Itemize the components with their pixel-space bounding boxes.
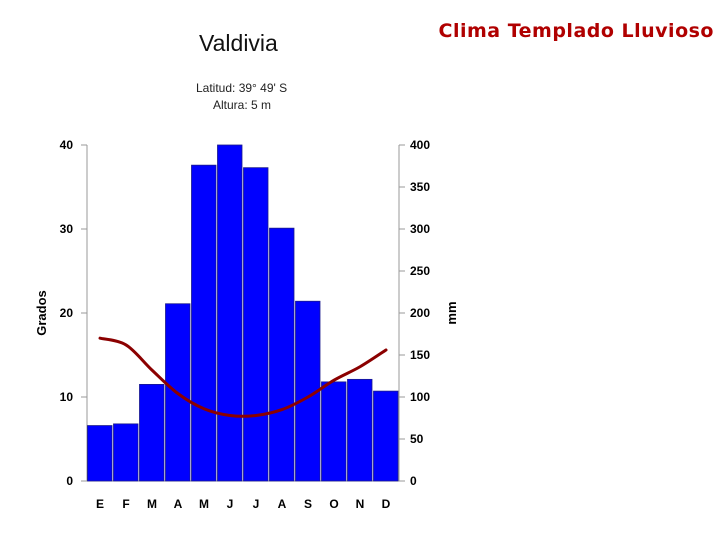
- precipitation-bar: [113, 423, 139, 482]
- right-tick-label: 400: [410, 138, 430, 152]
- month-label: D: [382, 497, 391, 511]
- latitude-text: Latitud: 39° 49' S: [196, 81, 288, 95]
- chart-banner: Clima Templado Lluvioso: [438, 20, 714, 42]
- month-label: J: [227, 497, 234, 511]
- precipitation-bar: [139, 383, 165, 482]
- chart-axes: [81, 144, 405, 482]
- precipitation-bars: [87, 144, 399, 482]
- right-axis-title: mm: [444, 301, 459, 324]
- left-tick-label: 40: [60, 138, 74, 152]
- left-tick-label: 20: [60, 306, 74, 320]
- right-tick-label: 50: [410, 432, 424, 446]
- month-label: A: [278, 497, 287, 511]
- right-tick-label: 300: [410, 222, 430, 236]
- right-tick-label: 200: [410, 306, 430, 320]
- precipitation-bar: [347, 378, 373, 482]
- right-tick-label: 250: [410, 264, 430, 278]
- month-label: O: [329, 497, 338, 511]
- precipitation-bar: [191, 164, 217, 482]
- month-label: E: [96, 497, 104, 511]
- month-label: J: [253, 497, 260, 511]
- altitude-text: Altura: 5 m: [213, 98, 272, 112]
- right-tick-label: 100: [410, 390, 430, 404]
- month-label: M: [199, 497, 209, 511]
- month-label: S: [304, 497, 312, 511]
- month-label: M: [147, 497, 157, 511]
- precipitation-bar: [295, 300, 321, 482]
- month-label: A: [174, 497, 183, 511]
- precipitation-bar: [87, 425, 113, 482]
- right-tick-label: 350: [410, 180, 430, 194]
- temperature-line: [98, 336, 388, 418]
- precipitation-bar: [269, 227, 295, 482]
- chart-title: Valdivia: [199, 30, 278, 56]
- right-tick-label: 150: [410, 348, 430, 362]
- precipitation-bar: [321, 381, 347, 482]
- left-axis-title: Grados: [34, 290, 49, 336]
- temperature-curve: [98, 336, 388, 418]
- month-label: F: [122, 497, 129, 511]
- left-tick-label: 30: [60, 222, 74, 236]
- month-label: N: [356, 497, 365, 511]
- precipitation-bar: [373, 390, 399, 482]
- left-tick-label: 0: [66, 474, 73, 488]
- precipitation-bar: [243, 167, 269, 482]
- precipitation-bar: [217, 144, 243, 482]
- left-tick-label: 10: [60, 390, 74, 404]
- station-info: Latitud: 39° 49' S Altura: 5 m: [196, 80, 287, 114]
- right-tick-label: 0: [410, 474, 417, 488]
